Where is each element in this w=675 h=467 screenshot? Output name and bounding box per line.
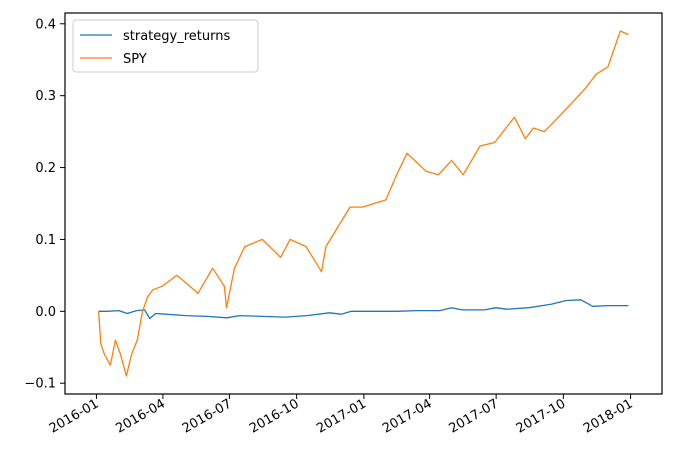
x-tick-label: 2017-01 bbox=[314, 396, 369, 436]
x-tick-label: 2016-04 bbox=[113, 396, 168, 436]
legend-box bbox=[72, 19, 259, 73]
y-axis: −0.1 0.0 0.1 0.2 0.3 0.4 bbox=[24, 17, 65, 392]
x-tick-label: 2018-01 bbox=[581, 396, 636, 436]
x-axis: 2016-01 2016-04 2016-07 2016-10 2017-01 2017-… bbox=[47, 394, 636, 437]
series-layer bbox=[97, 30, 629, 377]
x-tick-label: 2017-10 bbox=[514, 396, 569, 436]
x-tick-label: 2017-07 bbox=[447, 396, 502, 436]
x-tick-label: 2016-10 bbox=[247, 396, 302, 436]
x-tick-label: 2016-07 bbox=[180, 396, 235, 436]
series-line-2 bbox=[97, 30, 629, 377]
y-tick-label: 0.1 bbox=[35, 233, 56, 248]
x-tick-label: 2017-04 bbox=[380, 396, 435, 436]
y-tick-label: 0.2 bbox=[35, 161, 56, 176]
legend-label: SPY bbox=[123, 52, 147, 67]
y-tick-label: −0.1 bbox=[24, 377, 56, 392]
plot-area bbox=[64, 12, 663, 395]
y-tick-label: 0.0 bbox=[35, 305, 56, 320]
x-tick-label: 2016-01 bbox=[47, 396, 102, 436]
y-tick-label: 0.3 bbox=[35, 89, 56, 104]
series-line-1 bbox=[98, 299, 629, 320]
legend-label: strategy_returns bbox=[123, 29, 230, 44]
y-tick-label: 0.4 bbox=[35, 17, 56, 32]
legend: strategy_returns SPY bbox=[72, 19, 259, 73]
